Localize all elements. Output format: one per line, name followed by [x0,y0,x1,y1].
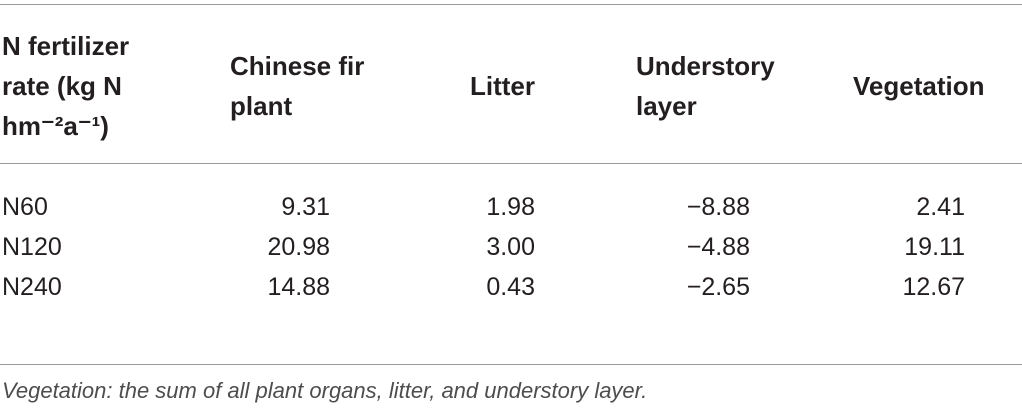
row-label: N120 [2,233,62,261]
value-cell: 20.98 [267,233,330,261]
top-rule [0,4,1022,5]
header-text: Chinese fir plant [230,51,365,121]
value-cell: 2.41 [916,193,965,221]
row-label: N240 [2,273,62,301]
value-cell: 19.11 [904,233,965,261]
footnote: Vegetation: the sum of all plant organs,… [2,378,648,403]
header-rule [0,163,1022,164]
header-cell: Litter [470,24,590,148]
header-text: Litter [470,71,535,101]
value-cell: 1.98 [486,193,535,221]
header-cell: Vegetation [853,24,1018,148]
header-cell: Chinese fir plant [230,24,390,148]
value-cell: 9.31 [281,193,330,221]
value-cell: −2.65 [686,273,750,301]
bottom-rule [0,364,1022,365]
header-text: Vegetation [853,71,985,101]
value-cell: −8.88 [686,193,750,221]
row-label: N60 [2,193,48,221]
value-cell: 14.88 [267,273,330,301]
header-cell: Understory layer [636,24,806,148]
header-cell: N fertilizer rate (kg N hm⁻²a⁻¹) [2,24,152,148]
value-cell: 0.43 [486,273,535,301]
header-text: Understory layer [636,51,775,121]
header-text: N fertilizer rate (kg N hm⁻²a⁻¹) [2,31,130,141]
value-cell: −4.88 [686,233,750,261]
value-cell: 3.00 [486,233,535,261]
value-cell: 12.67 [902,273,965,301]
